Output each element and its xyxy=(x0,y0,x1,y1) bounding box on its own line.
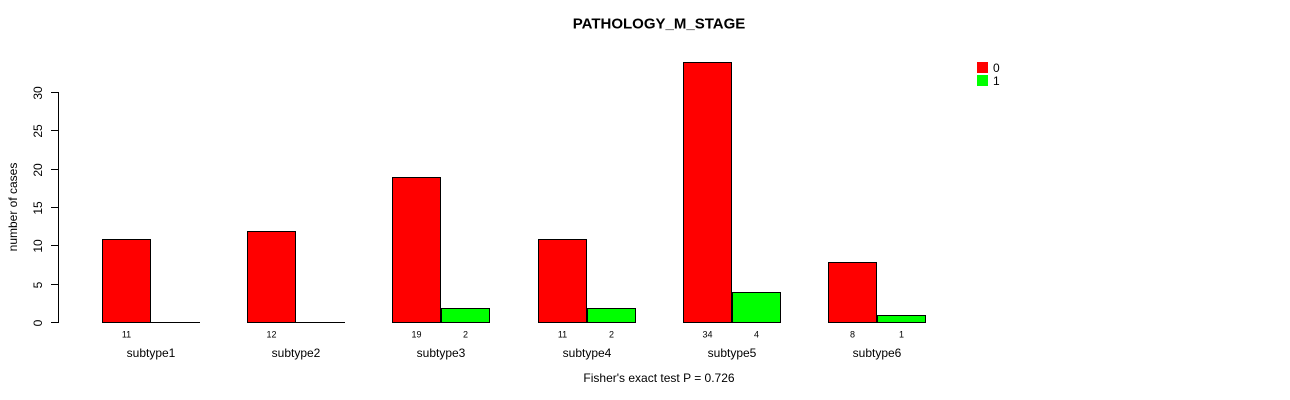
zero-bar-1-subtype2 xyxy=(296,322,345,323)
bar-1-subtype6 xyxy=(877,315,926,323)
y-tick-label: 30 xyxy=(31,85,45,100)
y-tick xyxy=(51,130,59,131)
bar-value-label: 34 xyxy=(702,329,713,340)
bar-value-label: 8 xyxy=(849,329,856,340)
bar-value-label: 19 xyxy=(411,329,422,340)
y-tick xyxy=(51,92,59,93)
legend-item-1: 1 xyxy=(977,74,1000,87)
y-tick-label: 15 xyxy=(31,200,45,215)
y-tick xyxy=(51,284,59,285)
y-tick-label: 0 xyxy=(31,319,45,326)
bar-value-label: 4 xyxy=(753,329,760,340)
legend-swatch-1 xyxy=(977,75,988,86)
y-tick xyxy=(51,322,59,323)
y-tick xyxy=(51,245,59,246)
legend-label: 1 xyxy=(993,73,1000,88)
bar-1-subtype3 xyxy=(441,308,490,323)
bar-value-label: 11 xyxy=(121,329,132,340)
bar-1-subtype4 xyxy=(587,308,636,323)
bar-value-label: 12 xyxy=(266,329,277,340)
bar-0-subtype5 xyxy=(683,62,732,323)
y-tick-label: 10 xyxy=(31,238,45,253)
legend-swatch-0 xyxy=(977,62,988,73)
bar-value-label: 11 xyxy=(557,329,568,340)
y-tick xyxy=(51,207,59,208)
y-tick-label: 25 xyxy=(31,123,45,138)
bar-value-label: 2 xyxy=(462,329,469,340)
bar-0-subtype2 xyxy=(247,231,296,323)
bar-0-subtype1 xyxy=(102,239,151,323)
chart-title: PATHOLOGY_M_STAGE xyxy=(572,15,746,33)
category-label: subtype4 xyxy=(562,346,612,360)
bar-value-label: 1 xyxy=(898,329,905,340)
bar-0-subtype6 xyxy=(828,262,877,323)
legend-item-0: 0 xyxy=(977,61,1000,74)
y-axis-title: number of cases xyxy=(6,162,20,252)
bar-0-subtype3 xyxy=(392,177,441,323)
bar-1-subtype5 xyxy=(732,292,781,323)
bar-0-subtype4 xyxy=(538,239,587,323)
annotation-text: Fisher's exact test P = 0.726 xyxy=(583,371,735,385)
legend-label: 0 xyxy=(993,60,1000,75)
category-label: subtype1 xyxy=(126,346,176,360)
category-label: subtype2 xyxy=(271,346,321,360)
category-label: subtype6 xyxy=(852,346,902,360)
y-tick-label: 20 xyxy=(31,162,45,177)
category-label: subtype3 xyxy=(416,346,466,360)
bar-value-label: 2 xyxy=(608,329,615,340)
category-label: subtype5 xyxy=(707,346,757,360)
y-tick-label: 5 xyxy=(31,281,45,288)
y-tick xyxy=(51,169,59,170)
zero-bar-1-subtype1 xyxy=(151,322,200,323)
